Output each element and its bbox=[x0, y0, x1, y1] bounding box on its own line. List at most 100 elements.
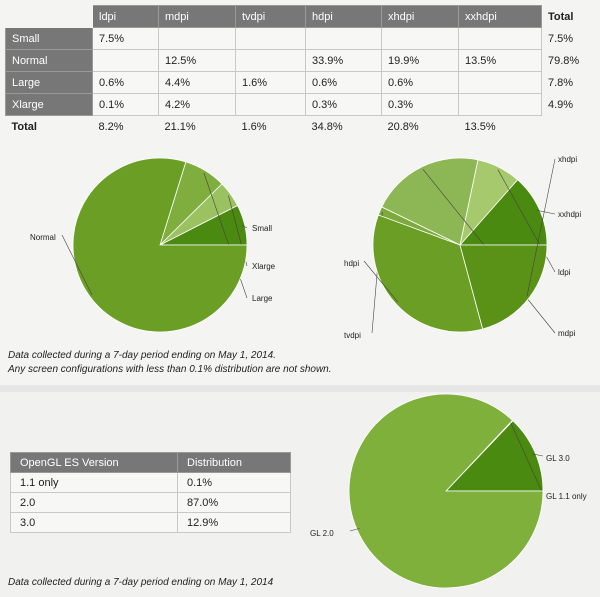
pie-label: GL 1.1 only bbox=[546, 492, 587, 501]
pie-leader-line bbox=[349, 528, 360, 532]
pie-label: Normal bbox=[30, 233, 56, 242]
totals-row-label: Total bbox=[5, 115, 93, 137]
pie-label: Large bbox=[252, 294, 273, 303]
pie-leader-line bbox=[510, 422, 544, 495]
row-total: 79.8% bbox=[541, 49, 599, 72]
pie-label: ldpi bbox=[558, 268, 571, 277]
gl-version-cell: 2.0 bbox=[10, 492, 178, 513]
gl-version-cell: 3.0 bbox=[10, 512, 178, 533]
opengl-table: OpenGL ES Version Distribution 1.1 only … bbox=[10, 452, 291, 533]
table-row-totals: Total 8.2% 21.1% 1.6% 34.8% 20.8% 13.5% bbox=[5, 115, 599, 137]
table-cell: 0.6% bbox=[381, 71, 459, 94]
pie-slice-hdpi bbox=[372, 214, 484, 333]
pie-leader-line bbox=[526, 158, 556, 297]
table-cell bbox=[458, 27, 542, 50]
row-total: 7.8% bbox=[541, 71, 599, 94]
pie-slice-mdpi bbox=[381, 157, 479, 246]
col-header-xxhdpi: xxhdpi bbox=[458, 5, 542, 28]
row-header-normal: Normal bbox=[5, 49, 93, 72]
table-cell bbox=[235, 93, 306, 116]
table-cell: 1.6% bbox=[235, 71, 306, 94]
pie-leader-line bbox=[536, 209, 556, 215]
screen-density-pie-chart: xxhdpi ldpi mdpi tvdpi hdpi xhdpi bbox=[344, 155, 581, 340]
col-header-ldpi: ldpi bbox=[92, 5, 159, 28]
table-row: 3.0 12.9% bbox=[10, 512, 291, 533]
table-cell: 0.1% bbox=[92, 93, 159, 116]
table-cell bbox=[235, 49, 306, 72]
table-row: Xlarge 0.1% 4.2% 0.3% 0.3% 4.9% bbox=[5, 93, 599, 116]
table-cell bbox=[92, 49, 159, 72]
table-cell: 1.6% bbox=[235, 115, 306, 137]
opengl-pie-chart: GL 3.0 GL 1.1 only GL 2.0 bbox=[310, 393, 587, 589]
pie-label: Xlarge bbox=[252, 262, 276, 271]
table-cell: 19.9% bbox=[381, 49, 459, 72]
pie-label: GL 2.0 bbox=[310, 529, 334, 538]
table-cell bbox=[458, 71, 542, 94]
pie-label: Small bbox=[252, 224, 272, 233]
table-cell bbox=[158, 27, 236, 50]
pie-label: tvdpi bbox=[344, 331, 361, 340]
table-cell: 0.3% bbox=[305, 93, 382, 116]
table-cell bbox=[235, 27, 306, 50]
table-cell: 4.2% bbox=[158, 93, 236, 116]
table-cell: 13.5% bbox=[458, 115, 542, 137]
table-cell bbox=[305, 27, 382, 50]
pie-leader-line bbox=[61, 234, 93, 296]
pie-slice-xhdpi bbox=[459, 244, 548, 330]
gl-version-cell: 1.1 only bbox=[10, 472, 178, 493]
screen-distribution-table: ldpi mdpi tvdpi hdpi xhdpi xxhdpi Total … bbox=[5, 5, 599, 137]
pie-label: xxhdpi bbox=[558, 210, 581, 219]
gl-dist-cell: 0.1% bbox=[177, 472, 291, 493]
gl-header-version: OpenGL ES Version bbox=[10, 452, 178, 473]
table-cell: 7.5% bbox=[92, 27, 159, 50]
table-row: 1.1 only 0.1% bbox=[10, 472, 291, 493]
row-total: 4.9% bbox=[541, 93, 599, 116]
pie-slice-gl-3-0 bbox=[445, 420, 544, 492]
table-cell: 21.1% bbox=[158, 115, 236, 137]
pie-label: mdpi bbox=[558, 329, 576, 338]
pie-label: hdpi bbox=[344, 259, 359, 268]
pie-slice-gl-2-0 bbox=[348, 393, 544, 589]
gl-data-note: Data collected during a 7-day period end… bbox=[8, 577, 274, 588]
col-header-total: Total bbox=[541, 5, 599, 28]
table-cell: 4.4% bbox=[158, 71, 236, 94]
col-header-xhdpi: xhdpi bbox=[381, 5, 459, 28]
gl-header-distribution: Distribution bbox=[177, 452, 291, 473]
pie-leader-line bbox=[241, 225, 248, 229]
table-cell: 8.2% bbox=[92, 115, 159, 137]
table-cell: 12.5% bbox=[158, 49, 236, 72]
col-header-hdpi: hdpi bbox=[305, 5, 382, 28]
table-row: 2.0 87.0% bbox=[10, 492, 291, 513]
table-cell bbox=[458, 93, 542, 116]
screen-distribution-panel: ldpi mdpi tvdpi hdpi xhdpi xxhdpi Total … bbox=[0, 0, 600, 385]
row-header-small: Small bbox=[5, 27, 93, 50]
gl-dist-cell: 12.9% bbox=[177, 512, 291, 533]
gl-dist-cell: 87.0% bbox=[177, 492, 291, 513]
table-cell: 0.6% bbox=[305, 71, 382, 94]
screen-size-pie-chart: Small Xlarge Large Normal bbox=[30, 157, 276, 333]
pie-label: GL 3.0 bbox=[546, 454, 570, 463]
table-cell: 0.6% bbox=[92, 71, 159, 94]
table-cell: 20.8% bbox=[381, 115, 459, 137]
table-cell: 13.5% bbox=[458, 49, 542, 72]
col-header-tvdpi: tvdpi bbox=[235, 5, 306, 28]
table-cell bbox=[381, 27, 459, 50]
table-cell: 33.9% bbox=[305, 49, 382, 72]
screen-data-note: Data collected during a 7-day period end… bbox=[8, 350, 276, 361]
screen-data-note-threshold: Any screen configurations with less than… bbox=[8, 364, 332, 375]
col-header-mdpi: mdpi bbox=[158, 5, 236, 28]
opengl-panel: OpenGL ES Version Distribution 1.1 only … bbox=[0, 392, 600, 597]
row-header-large: Large bbox=[5, 71, 93, 94]
pie-slice-normal bbox=[72, 157, 248, 333]
pie-slice-xxhdpi bbox=[459, 179, 548, 246]
row-header-xlarge: Xlarge bbox=[5, 93, 93, 116]
pie-label: xhdpi bbox=[558, 155, 577, 164]
table-cell: 34.8% bbox=[305, 115, 382, 137]
pie-leader-line bbox=[532, 453, 544, 457]
table-row: Small 7.5% 7.5% bbox=[5, 27, 599, 50]
table-row: Large 0.6% 4.4% 1.6% 0.6% 0.6% 7.8% bbox=[5, 71, 599, 94]
pie-leader-line bbox=[363, 260, 398, 303]
table-corner bbox=[5, 5, 93, 28]
table-row: Normal 12.5% 33.9% 19.9% 13.5% 79.8% bbox=[5, 49, 599, 72]
row-total: 7.5% bbox=[541, 27, 599, 50]
